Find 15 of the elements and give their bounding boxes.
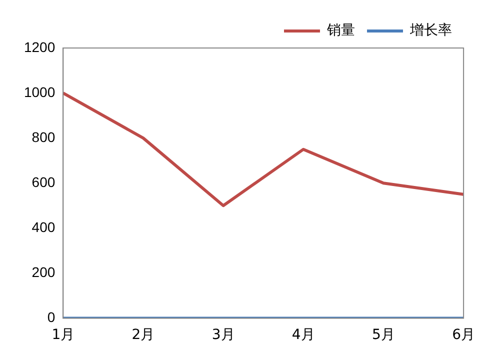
y-tick-label: 1000 [24, 84, 56, 100]
y-tick-label: 1200 [24, 38, 56, 55]
x-tick-label: 5月 [372, 327, 395, 344]
y-tick-label: 400 [32, 218, 56, 235]
y-tick-label: 600 [32, 174, 56, 190]
legend-label: 增长率 [409, 22, 452, 39]
x-tick-label: 6月 [452, 327, 476, 344]
x-tick-label: 4月 [292, 327, 315, 344]
legend-label: 销量 [326, 22, 355, 39]
x-tick-label: 1月 [52, 327, 75, 344]
y-tick-label: 200 [32, 264, 56, 280]
y-tick-label: 800 [32, 128, 56, 145]
y-tick-label: 0 [47, 309, 56, 326]
x-tick-label: 2月 [132, 327, 155, 344]
x-tick-label: 3月 [212, 327, 235, 344]
